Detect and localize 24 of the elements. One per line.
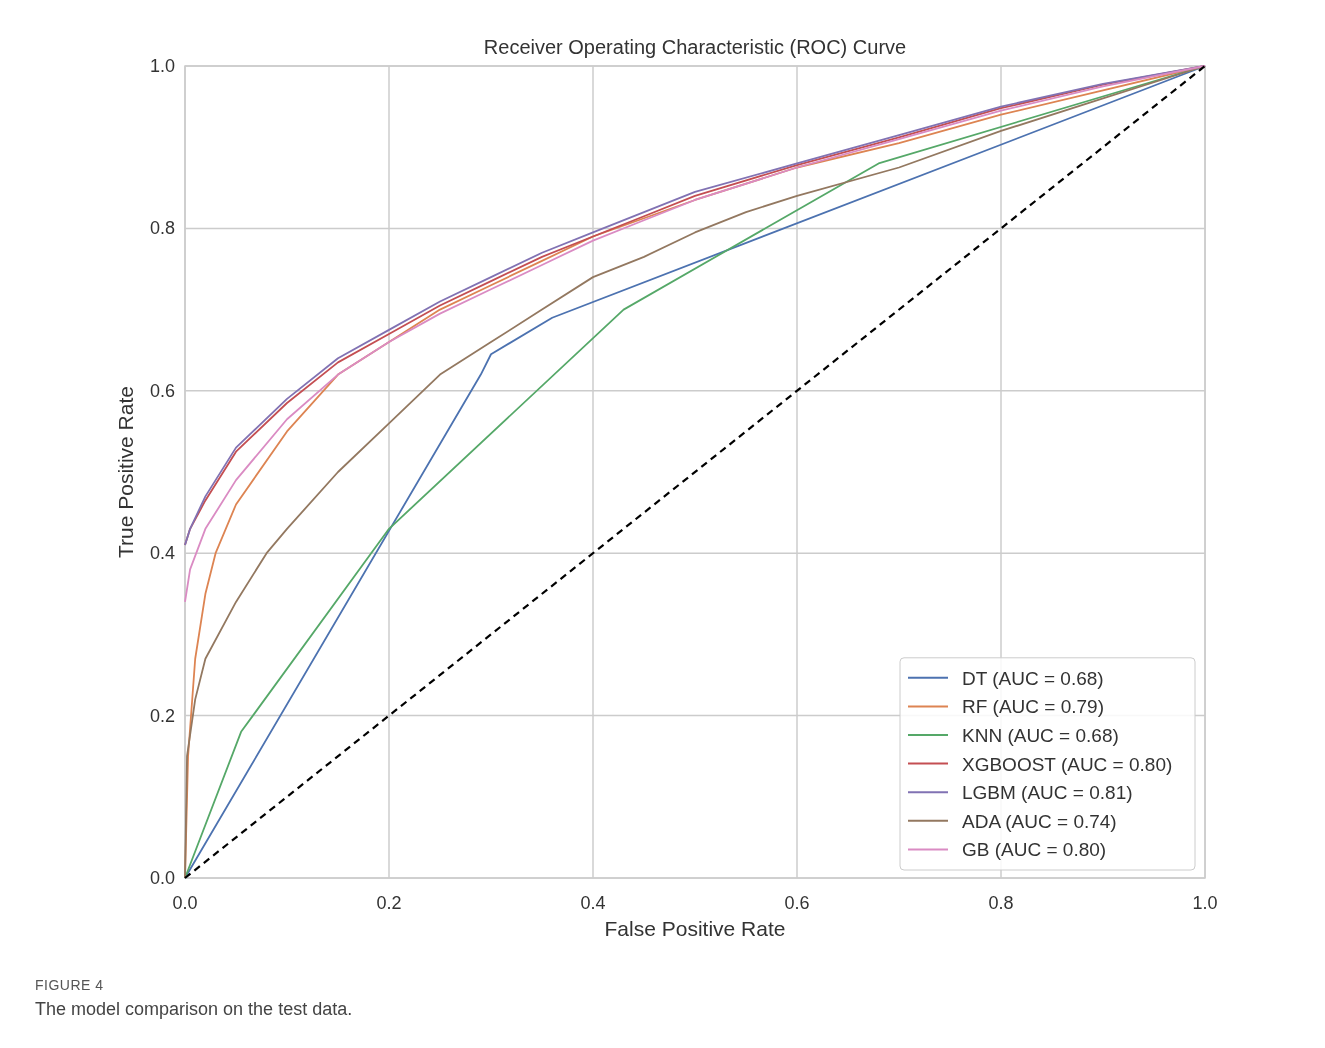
x-tick-label: 0.4: [580, 893, 606, 913]
x-axis-title: False Positive Rate: [604, 917, 786, 940]
y-tick-label: 0.0: [149, 868, 175, 888]
legend-label: DT (AUC = 0.68): [962, 667, 1104, 689]
y-axis-title: True Positive Rate: [114, 386, 137, 558]
legend-label: XGBOOST (AUC = 0.80): [962, 753, 1173, 775]
x-tick-label: 0.2: [376, 893, 402, 913]
legend-label: RF (AUC = 0.79): [962, 696, 1105, 718]
legend-label: LGBM (AUC = 0.81): [962, 782, 1133, 804]
chart-title: Receiver Operating Characteristic (ROC) Curve: [483, 36, 907, 58]
text: The model comparison on the test data.: [35, 999, 353, 1019]
x-tick-label: 0.8: [988, 893, 1014, 913]
legend-label: KNN (AUC = 0.68): [962, 725, 1119, 746]
x-tick-label: 0.0: [172, 893, 198, 913]
y-tick-label: 0.4: [149, 543, 175, 564]
y-tick-label: 0.2: [149, 705, 175, 726]
y-tick-label: 0.8: [149, 218, 175, 239]
x-tick-label: 1.0: [1192, 893, 1218, 913]
y-tick-label: 1.0: [149, 56, 175, 76]
legend-label: GB (AUC = 0.80): [962, 839, 1107, 861]
y-tick-label: 0.6: [149, 380, 175, 401]
caption: FIGURE 4: [35, 977, 104, 993]
legend-label: ADA (AUC = 0.74): [962, 810, 1117, 832]
x-tick-label: 0.6: [784, 893, 810, 913]
